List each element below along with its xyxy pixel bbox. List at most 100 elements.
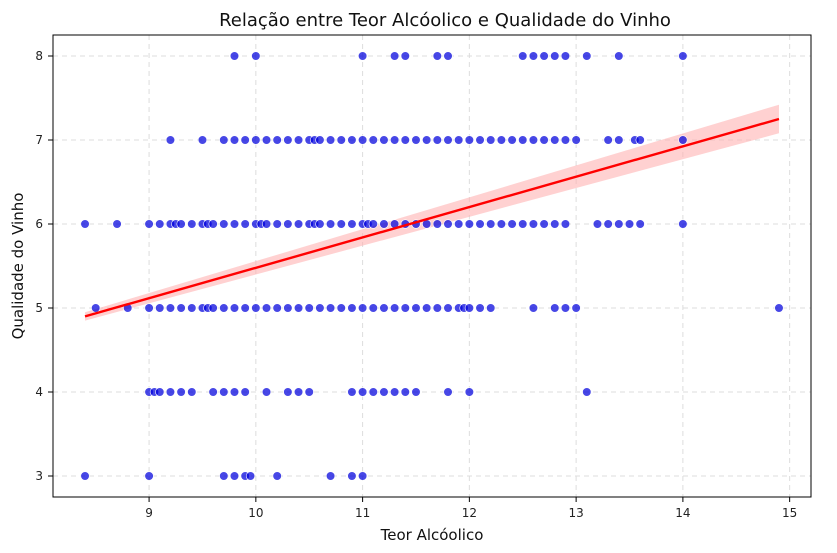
data-point (325, 219, 336, 229)
data-point (347, 303, 357, 313)
data-point (678, 51, 688, 61)
data-point (112, 219, 122, 229)
y-axis-ticks: 3 4 5 6 7 8 (35, 49, 53, 483)
data-point (432, 135, 442, 145)
data-point (443, 303, 453, 313)
data-point (443, 51, 453, 61)
data-point (560, 51, 571, 61)
confidence-band-layer (85, 104, 779, 321)
data-point (400, 51, 410, 61)
data-point (229, 135, 240, 145)
data-point (486, 219, 496, 229)
data-point (144, 471, 154, 481)
data-point (208, 219, 218, 229)
data-point (464, 387, 474, 397)
data-point (422, 303, 432, 313)
data-point (592, 219, 603, 229)
data-point (635, 219, 645, 229)
x-tick-label: 13 (568, 506, 583, 520)
x-tick-label: 10 (248, 506, 263, 520)
data-point (560, 135, 571, 145)
data-point (155, 387, 165, 397)
y-axis-label: Qualidade do Vinho (9, 193, 27, 340)
data-point (240, 135, 250, 145)
data-point (379, 387, 389, 397)
data-point (293, 387, 304, 397)
data-point (187, 219, 197, 229)
y-tick-label: 4 (35, 385, 43, 399)
data-point (272, 471, 282, 481)
data-point (155, 303, 165, 313)
data-point (347, 387, 357, 397)
data-point (293, 303, 304, 313)
x-tick-label: 15 (782, 506, 797, 520)
data-point (358, 471, 368, 481)
scatter-points (80, 51, 784, 481)
data-point (358, 51, 368, 61)
data-point (432, 51, 442, 61)
data-point (240, 303, 250, 313)
data-point (390, 135, 400, 145)
data-point (283, 387, 293, 397)
data-point (518, 51, 528, 61)
data-point (550, 135, 560, 145)
data-point (496, 135, 506, 145)
data-point (390, 303, 400, 313)
data-point (603, 219, 613, 229)
confidence-band (85, 104, 779, 321)
data-point (240, 219, 250, 229)
data-point (91, 303, 101, 313)
data-point (261, 135, 272, 145)
data-point (486, 303, 496, 313)
data-point (229, 387, 240, 397)
data-point (464, 303, 474, 313)
data-point (261, 387, 272, 397)
data-point (272, 135, 282, 145)
data-point (208, 303, 218, 313)
data-point (432, 303, 442, 313)
data-point (283, 303, 293, 313)
data-point (240, 387, 250, 397)
data-point (336, 135, 346, 145)
data-point (571, 303, 581, 313)
data-point (464, 219, 474, 229)
data-point (80, 219, 90, 229)
plot-frame (52, 34, 812, 498)
data-point (155, 219, 165, 229)
data-point (368, 303, 378, 313)
data-point (315, 219, 325, 229)
data-point (411, 135, 421, 145)
data-point (165, 387, 176, 397)
data-point (475, 219, 485, 229)
data-point (614, 135, 624, 145)
data-point (614, 51, 624, 61)
regression-line-layer (84, 117, 780, 318)
data-point (603, 135, 613, 145)
data-point (539, 219, 549, 229)
data-point (454, 219, 464, 229)
data-point (390, 51, 400, 61)
data-point (368, 135, 378, 145)
grid (53, 35, 811, 497)
data-point (165, 135, 176, 145)
data-point (411, 303, 421, 313)
y-tick-label: 8 (35, 49, 43, 63)
data-point (165, 303, 176, 313)
chart-title: Relação entre Teor Alcóolico e Qualidade… (219, 10, 671, 31)
data-point (251, 51, 261, 61)
data-point (336, 303, 346, 313)
data-point (368, 387, 378, 397)
data-point (443, 387, 453, 397)
data-point (251, 135, 261, 145)
data-point (550, 51, 560, 61)
data-point (390, 387, 400, 397)
y-tick-label: 6 (35, 217, 43, 231)
data-point (624, 219, 635, 229)
data-point (208, 387, 218, 397)
data-point (283, 219, 293, 229)
data-point (464, 135, 474, 145)
data-point (245, 471, 256, 481)
data-point (325, 471, 336, 481)
data-point (358, 387, 368, 397)
data-point (635, 135, 645, 145)
